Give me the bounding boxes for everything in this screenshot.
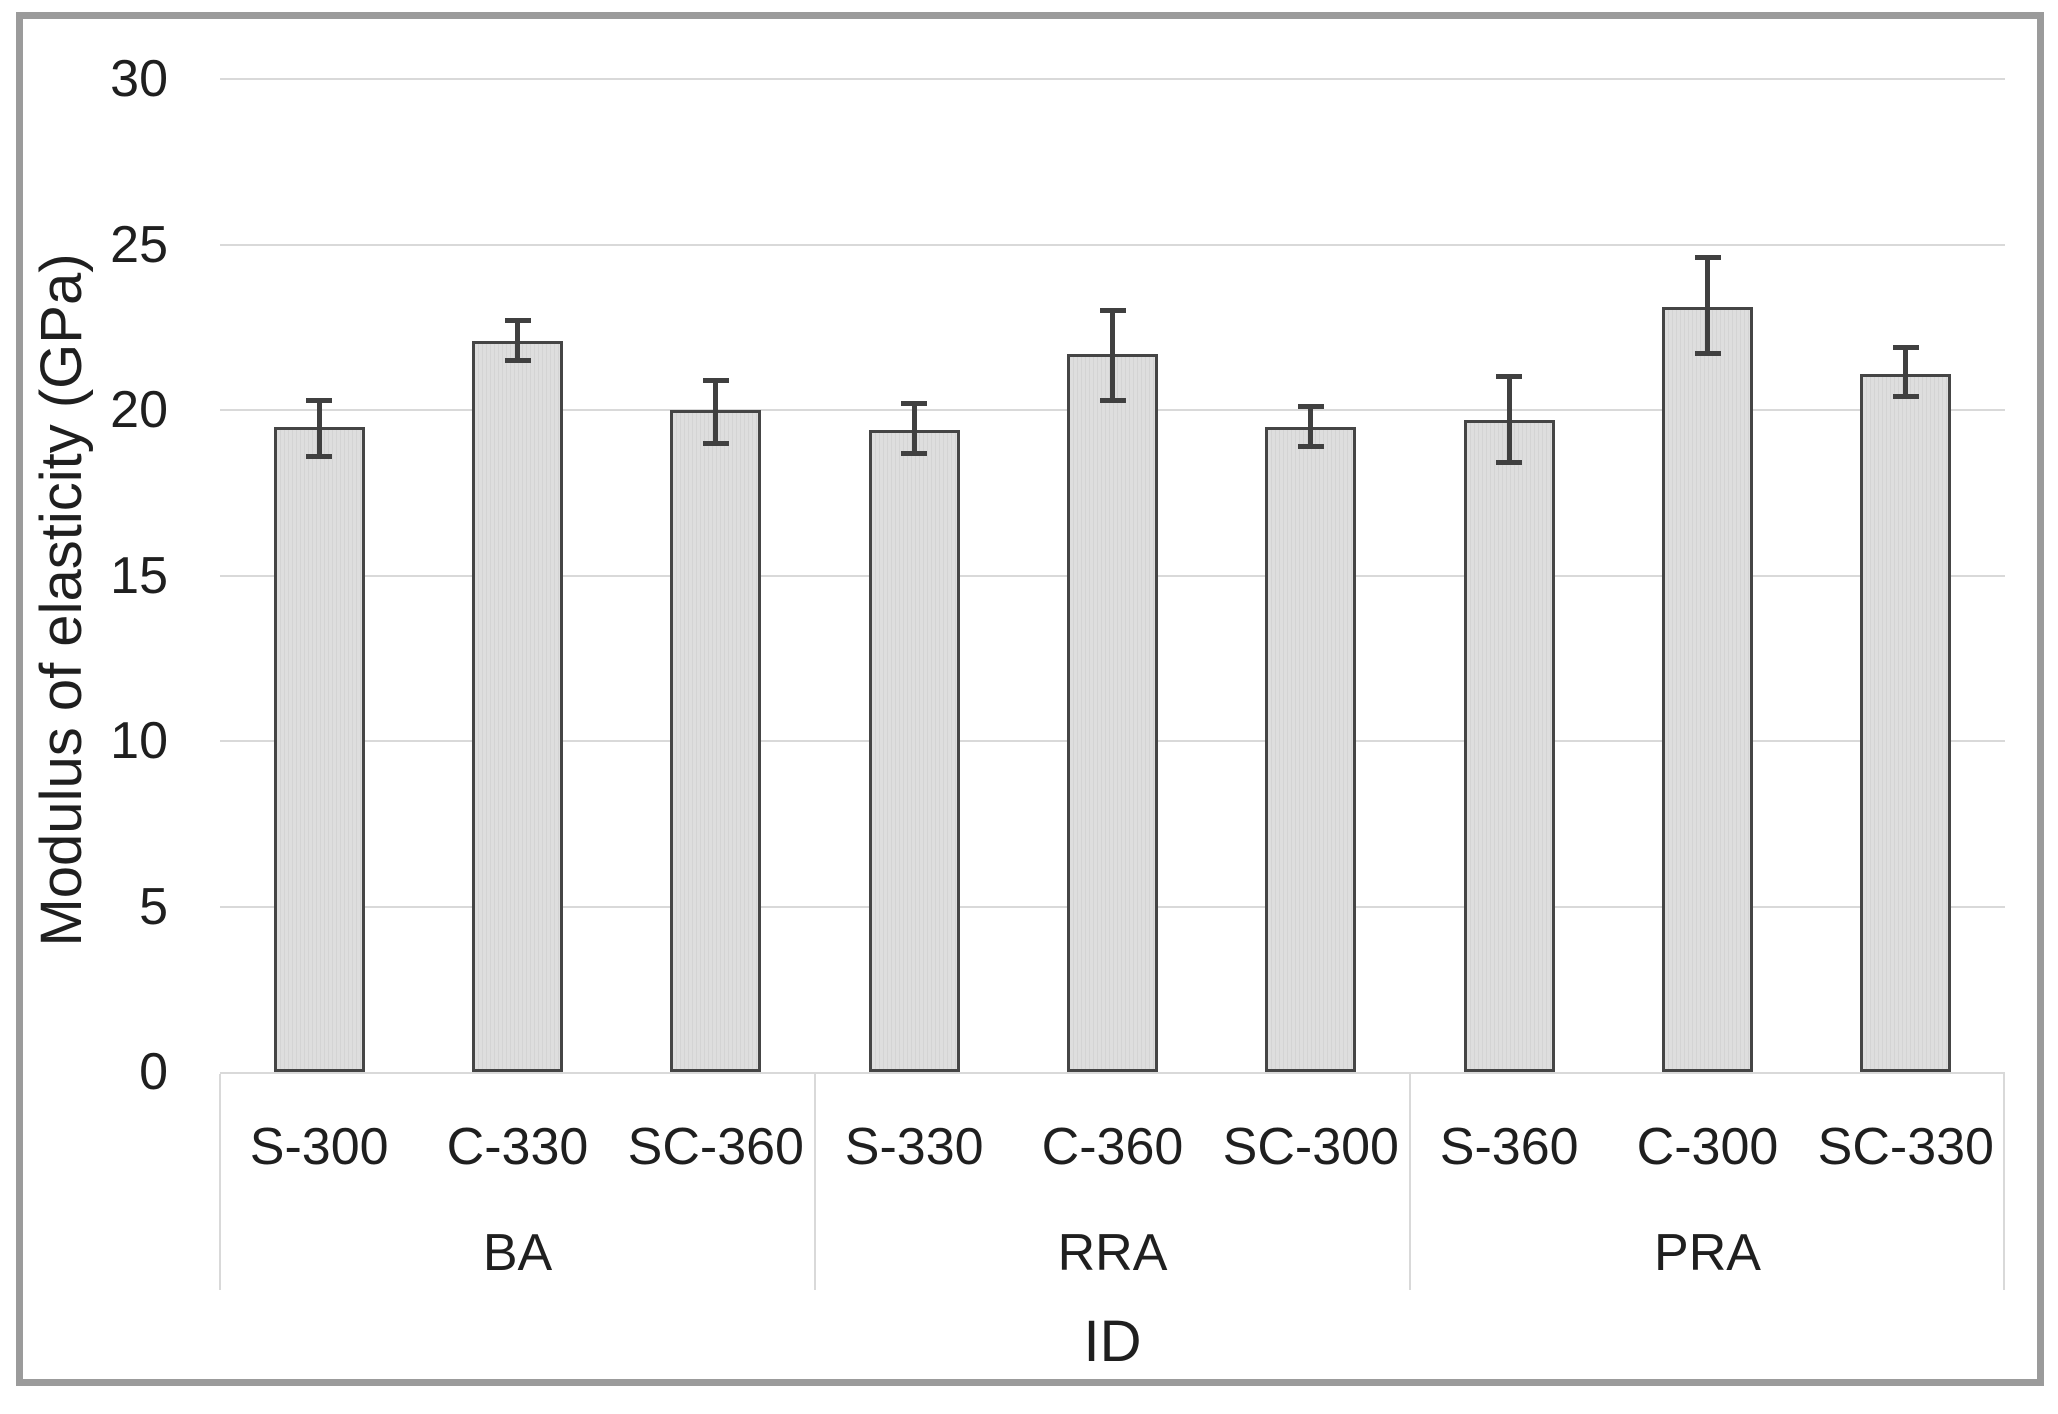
group-separator-0 (219, 1074, 221, 1290)
bar-S-360 (1463, 419, 1555, 1072)
bar-SC-360 (670, 410, 762, 1072)
error-bar-stem-S-360 (1506, 376, 1512, 463)
x-axis-title: ID (1083, 1309, 1142, 1374)
x-tick-label-S-330: S-330 (844, 1117, 984, 1176)
y-tick-label-0: 0 (139, 1043, 168, 1101)
y-tick-label-30: 30 (110, 50, 168, 108)
group-separator-2 (1409, 1074, 1411, 1290)
bar-C-330 (472, 340, 563, 1072)
error-bar-cap-bottom-SC-300 (1297, 443, 1324, 449)
y-tick-label-10: 10 (110, 712, 168, 770)
group-separator-1 (814, 1074, 816, 1290)
y-tick-label-5: 5 (139, 877, 168, 936)
bar-S-300 (273, 426, 365, 1072)
error-bar-cap-top-SC-330 (1892, 344, 1919, 350)
x-tick-label-C-300: C-300 (1636, 1117, 1779, 1176)
error-bar-stem-C-330 (515, 320, 520, 361)
x-tick-label-SC-300: SC-300 (1222, 1117, 1399, 1176)
error-bar-cap-bottom-S-360 (1496, 460, 1523, 466)
error-bar-stem-SC-330 (1903, 347, 1909, 397)
error-bar-stem-S-300 (316, 400, 322, 457)
error-bar-cap-bottom-S-330 (901, 450, 928, 456)
x-tick-label-SC-330: SC-330 (1817, 1117, 1994, 1176)
error-bar-cap-top-C-300 (1694, 255, 1721, 261)
x-tick-label-SC-360: SC-360 (627, 1117, 804, 1176)
bar-SC-330 (1860, 373, 1952, 1072)
error-bar-cap-bottom-C-360 (1099, 397, 1126, 403)
bar-S-330 (868, 429, 960, 1072)
error-bar-stem-SC-360 (713, 380, 719, 444)
error-bar-cap-bottom-C-330 (504, 357, 531, 363)
error-bar-stem-S-330 (911, 403, 917, 454)
error-bar-cap-bottom-SC-330 (1892, 394, 1919, 400)
error-bar-stem-C-300 (1705, 257, 1710, 354)
group-label-BA: BA (482, 1224, 553, 1282)
x-tick-label-C-330: C-330 (446, 1117, 589, 1176)
error-bar-cap-top-S-300 (306, 397, 333, 403)
error-bar-cap-bottom-C-300 (1694, 351, 1721, 357)
group-label-PRA: PRA (1654, 1224, 1761, 1282)
error-bar-cap-top-C-330 (504, 318, 531, 324)
error-bar-cap-top-S-330 (901, 400, 928, 406)
error-bar-cap-bottom-SC-360 (702, 440, 729, 446)
x-tick-label-S-300: S-300 (249, 1117, 389, 1176)
group-separator-3 (2003, 1074, 2005, 1290)
x-tick-label-C-360: C-360 (1041, 1117, 1184, 1176)
bar-SC-300 (1265, 426, 1357, 1072)
y-tick-label-15: 15 (110, 546, 168, 605)
bar-C-360 (1067, 353, 1158, 1072)
bar-C-300 (1662, 307, 1753, 1072)
error-bar-cap-top-SC-360 (702, 377, 729, 383)
y-tick-label-20: 20 (110, 381, 168, 439)
error-bar-cap-top-C-360 (1099, 308, 1126, 314)
error-bar-stem-SC-300 (1308, 406, 1314, 447)
category-axis-box: S-300 C-330 SC-360 S-330 C-360 SC-300 S-360 C-3… (219, 1072, 2005, 1290)
gridline-30 (220, 78, 2005, 80)
error-bar-cap-top-SC-300 (1297, 404, 1324, 410)
plot-area (220, 78, 2005, 1072)
error-bar-cap-top-S-360 (1496, 374, 1523, 380)
error-bar-cap-bottom-S-300 (306, 453, 333, 459)
y-tick-label-25: 25 (110, 215, 168, 274)
error-bar-stem-C-360 (1110, 310, 1115, 401)
x-tick-label-S-360: S-360 (1439, 1117, 1579, 1176)
gridline-25 (220, 243, 2005, 246)
group-label-RRA: RRA (1057, 1224, 1168, 1282)
